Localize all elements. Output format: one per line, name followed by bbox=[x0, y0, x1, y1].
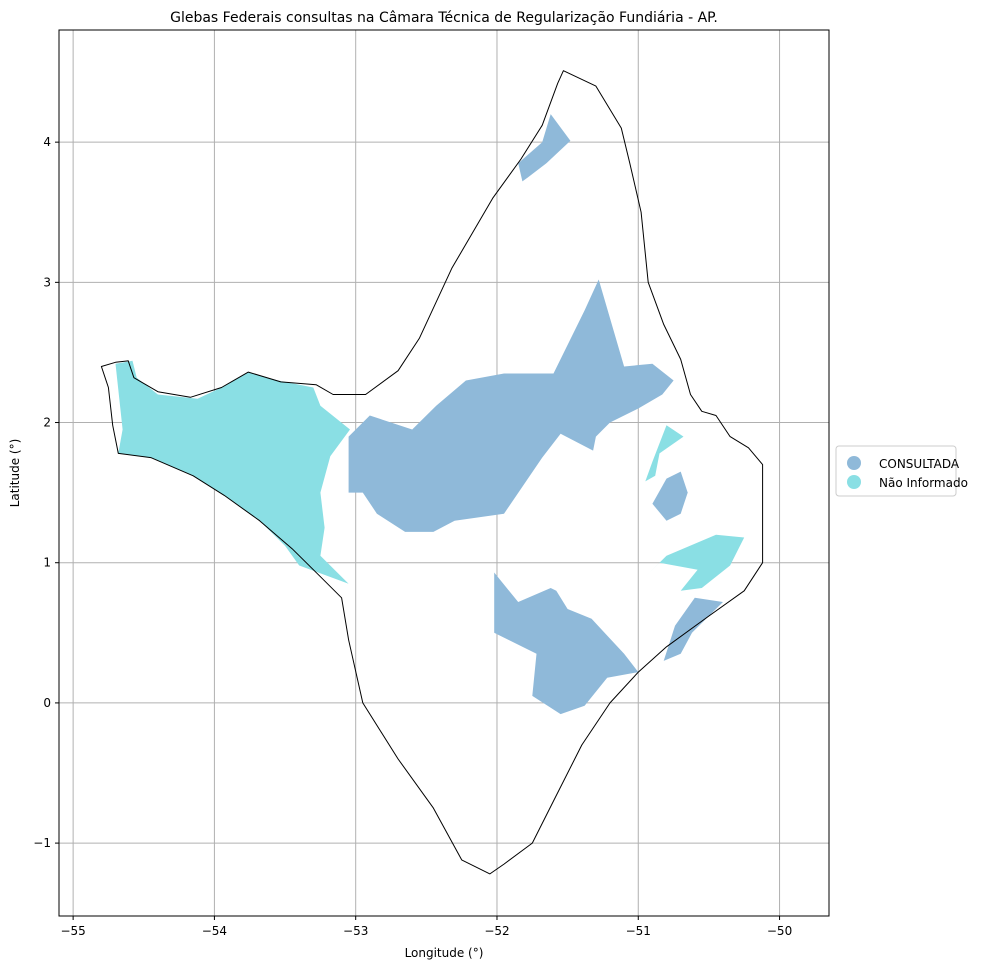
x-tick-label: −52 bbox=[484, 924, 509, 938]
x-axis-label: Longitude (°) bbox=[405, 946, 484, 960]
gleba-consultada bbox=[663, 597, 723, 661]
x-tick-label: −50 bbox=[767, 924, 792, 938]
x-tick-label: −55 bbox=[60, 924, 85, 938]
gleba-consultada bbox=[518, 114, 571, 182]
y-tick-label: 3 bbox=[43, 275, 51, 289]
plot-frame bbox=[58, 29, 830, 917]
legend: CONSULTADA Não Informado bbox=[835, 445, 968, 497]
y-tick-label: 1 bbox=[43, 556, 51, 570]
gleba-nao-informado bbox=[645, 534, 745, 591]
legend-label-nao-informado: Não Informado bbox=[879, 476, 968, 490]
x-axis-ticks: −55 −54 −53 −52 −51 −50 bbox=[60, 916, 792, 938]
legend-box bbox=[835, 445, 957, 497]
y-axis-ticks: 4 3 2 1 0 −1 bbox=[33, 135, 59, 850]
gleba-consultada bbox=[348, 279, 674, 532]
gleba-nao-informado bbox=[115, 360, 350, 584]
x-tick-label: −53 bbox=[343, 924, 368, 938]
amapa-boundary bbox=[100, 70, 764, 875]
legend-label-consultada: CONSULTADA bbox=[879, 457, 960, 471]
chart-title: Glebas Federais consultas na Câmara Técn… bbox=[170, 10, 718, 26]
y-tick-label: 2 bbox=[43, 416, 51, 430]
y-tick-label: −1 bbox=[33, 836, 51, 850]
y-tick-label: 4 bbox=[43, 135, 51, 149]
gleba-consultada bbox=[652, 471, 688, 521]
x-tick-label: −51 bbox=[626, 924, 651, 938]
legend-marker-consultada bbox=[847, 456, 861, 470]
gleba-regions bbox=[115, 114, 745, 715]
gleba-consultada bbox=[494, 572, 639, 715]
gleba-nao-informado bbox=[645, 425, 684, 482]
x-tick-label: −54 bbox=[202, 924, 227, 938]
legend-marker-nao-informado bbox=[847, 475, 861, 489]
y-tick-label: 0 bbox=[43, 696, 51, 710]
state-boundary bbox=[100, 70, 764, 875]
y-axis-label: Latitude (°) bbox=[8, 439, 22, 508]
